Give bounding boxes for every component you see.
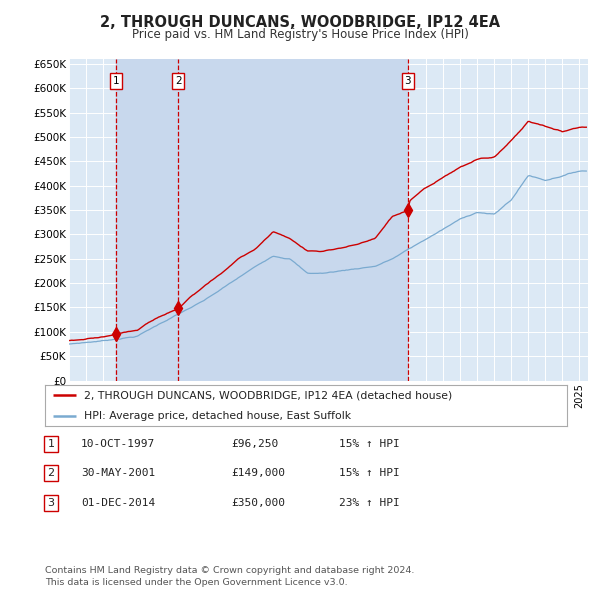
Text: HPI: Average price, detached house, East Suffolk: HPI: Average price, detached house, East…: [84, 411, 351, 421]
Text: 1: 1: [47, 439, 55, 448]
Text: 2: 2: [47, 468, 55, 478]
Text: 2, THROUGH DUNCANS, WOODBRIDGE, IP12 4EA (detached house): 2, THROUGH DUNCANS, WOODBRIDGE, IP12 4EA…: [84, 390, 452, 400]
Bar: [116, 59, 178, 381]
Text: 15% ↑ HPI: 15% ↑ HPI: [339, 468, 400, 478]
Text: 2, THROUGH DUNCANS, WOODBRIDGE, IP12 4EA: 2, THROUGH DUNCANS, WOODBRIDGE, IP12 4EA: [100, 15, 500, 30]
Text: 23% ↑ HPI: 23% ↑ HPI: [339, 498, 400, 507]
Text: £96,250: £96,250: [231, 439, 278, 448]
Text: £350,000: £350,000: [231, 498, 285, 507]
Text: 3: 3: [404, 76, 411, 86]
Text: Contains HM Land Registry data © Crown copyright and database right 2024.
This d: Contains HM Land Registry data © Crown c…: [45, 566, 415, 587]
Text: 1: 1: [113, 76, 119, 86]
Text: Price paid vs. HM Land Registry's House Price Index (HPI): Price paid vs. HM Land Registry's House …: [131, 28, 469, 41]
Bar: [178, 59, 408, 381]
Text: 30-MAY-2001: 30-MAY-2001: [81, 468, 155, 478]
Text: 01-DEC-2014: 01-DEC-2014: [81, 498, 155, 507]
Text: 3: 3: [47, 498, 55, 507]
Text: 15% ↑ HPI: 15% ↑ HPI: [339, 439, 400, 448]
Text: 2: 2: [175, 76, 181, 86]
Text: £149,000: £149,000: [231, 468, 285, 478]
Text: 10-OCT-1997: 10-OCT-1997: [81, 439, 155, 448]
